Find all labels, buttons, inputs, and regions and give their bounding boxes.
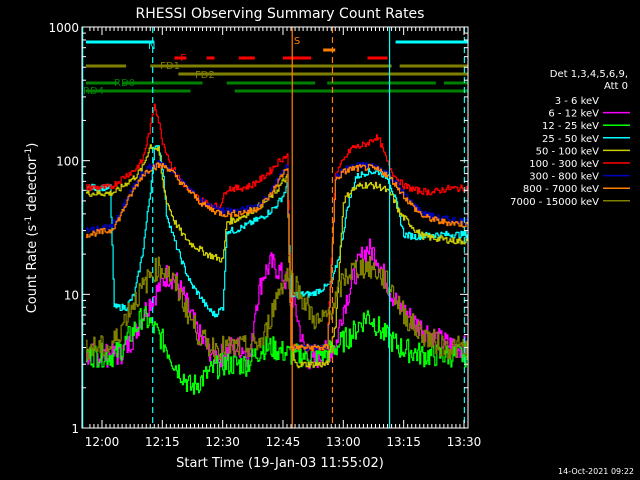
series-line-5 (85, 144, 468, 369)
legend-label-4: 25 - 50 keV (542, 134, 599, 145)
flag-label-s: S (294, 36, 300, 47)
y-tick-label-2: 10 (64, 288, 79, 302)
legend-label-5: 50 - 100 keV (536, 146, 600, 157)
legend-label-6: 100 - 300 keV (529, 159, 599, 170)
legend-title-line-2: Att 0 (604, 81, 628, 92)
series-line-2 (85, 238, 468, 370)
x-tick-label-4: 12:45 (266, 435, 301, 449)
flag-label-n: N (148, 41, 155, 52)
y-label-mid: detector (25, 156, 40, 216)
y-axis-label: Count Rate (s-1 detector-1) (24, 143, 40, 314)
flag-label-rd0: RD0 (114, 78, 135, 89)
flag-label-f: F (180, 53, 186, 64)
y-tick-label-3: 100 (56, 155, 79, 169)
legend-label-3: 12 - 25 keV (542, 121, 599, 132)
legend: Det 1,3,4,5,6,9,Att 0 3 - 6 keV 6 - 12 keV… (510, 69, 630, 208)
legend-label-7: 300 - 800 keV (529, 172, 599, 183)
series-line-9 (85, 255, 468, 360)
vertical-markers (82, 27, 465, 428)
legend-label-1: 3 - 6 keV (555, 96, 599, 107)
series-line-3 (85, 306, 468, 395)
series-line-7 (85, 160, 468, 352)
chart-title: RHESSI Observing Summary Count Rates (136, 6, 425, 22)
legend-label-9: 7000 - 15000 keV (510, 197, 599, 208)
x-tick-label-6: 13:15 (386, 435, 421, 449)
y-tick-label-1: 1 (71, 422, 79, 436)
series-line-6 (85, 103, 468, 352)
legend-label-8: 800 - 7000 keV (523, 184, 599, 195)
footer-timestamp: 14-Oct-2021 09:22 (558, 467, 634, 476)
x-tick-label-3: 12:30 (205, 435, 240, 449)
x-tick-label-2: 12:15 (145, 435, 180, 449)
flag-label-fd1: FD1 (160, 61, 180, 72)
flag-label-rd4: RD4 (83, 86, 104, 97)
x-tick-label-1: 12:00 (85, 435, 120, 449)
x-tick-label-7: 13:30 (447, 435, 482, 449)
series-line-8 (85, 162, 468, 352)
series-line-4 (85, 145, 468, 318)
legend-label-2: 6 - 12 keV (548, 109, 599, 120)
flag-label-fd2: FD2 (195, 70, 215, 81)
plot-frame (81, 26, 469, 429)
y-label-main: Count Rate (s (25, 225, 40, 314)
axis-ticks: 12:00 12:15 12:30 12:45 13:00 13:15 13:30 1 10 10… (48, 21, 481, 449)
y-label-sup1: -1 (24, 216, 34, 225)
x-axis-label: Start Time (19-Jan-03 11:55:02) (176, 456, 384, 471)
series-lines (85, 103, 468, 428)
y-label-end: ) (25, 143, 40, 148)
legend-title-line-1: Det 1,3,4,5,6,9, (550, 69, 628, 80)
y-label-sup2: -1 (24, 148, 34, 157)
x-tick-label-5: 13:00 (326, 435, 361, 449)
y-tick-label-4: 1000 (48, 21, 79, 35)
